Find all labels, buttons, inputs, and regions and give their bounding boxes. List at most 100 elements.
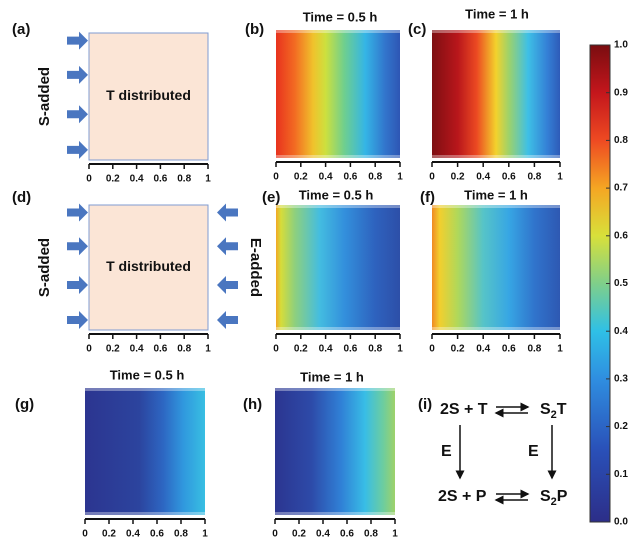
colorbar-tick-label: 1.0 [614,40,628,51]
heatmap-edge [432,327,560,330]
x-tick-label: 1 [205,344,211,355]
catalyst: E [528,443,539,460]
heatmap [85,388,205,515]
flow-arrow [67,237,88,256]
heatmap-edge [276,30,400,33]
x-tick-label: 0 [429,172,435,183]
colorbar-tick-label: 0.7 [614,183,628,194]
species-base: S [540,401,551,418]
x-tick-label: 0.6 [502,344,516,355]
species: S2T [540,401,567,421]
flow-arrow [217,311,238,329]
flow-arrow [67,140,88,159]
x-tick-label: 0.4 [476,344,490,355]
heatmap-edge [432,155,560,158]
heatmap [432,30,560,158]
domain-box [88,204,209,331]
x-tick-label: 1 [392,529,398,540]
x-tick-label: 0.2 [106,174,120,185]
heatmap-edge [276,205,400,208]
colorbar-tick-label: 0.5 [614,278,628,289]
x-tick-label: 0 [86,174,92,185]
x-tick-label: 0.8 [368,344,382,355]
x-tick-label: 0.4 [130,174,144,185]
heatmap-edge [276,327,400,330]
panel-label: (d) [12,189,31,206]
heatmap-edge [276,155,400,158]
panel-title: Time = 1 h [465,6,529,21]
panel-label: (f) [420,189,435,206]
panel-label: (e) [262,189,280,206]
x-tick-label: 0.4 [130,344,144,355]
flow-arrow [217,237,238,256]
x-tick-label: 0 [272,529,278,540]
species-rest: P [557,488,568,505]
x-tick-label: 1 [205,174,211,185]
x-tick-label: 1 [557,344,563,355]
colorbar-tick-label: 0.4 [614,326,628,337]
panel-title: Time = 1 h [300,369,364,384]
heatmap [276,205,400,330]
colorbar-tick-label: 0.0 [614,517,628,528]
species-base: S [540,488,551,505]
side-label: S-added [36,238,53,297]
flow-arrow [67,203,88,222]
heatmap [432,205,560,330]
heatmap [276,30,400,158]
colorbar-tick-label: 0.2 [614,421,628,432]
panel-label: (g) [15,396,34,413]
side-label: E-added [247,238,264,297]
x-tick-label: 0.6 [502,172,516,183]
panel-label: (c) [408,21,426,38]
x-tick-label: 0.8 [368,172,382,183]
x-tick-label: 0.4 [319,172,333,183]
box-text: T distributed [106,87,191,103]
colorbar-tick-label: 0.3 [614,374,628,385]
box-text: T distributed [106,258,191,274]
x-tick-label: 0.8 [177,174,191,185]
species-sub: 2 [551,409,557,421]
flow-arrow [67,65,88,84]
x-tick-label: 0 [82,529,88,540]
x-tick-label: 0 [86,344,92,355]
panel-label: (h) [243,396,262,413]
x-tick-label: 0.2 [292,529,306,540]
colorbar-tick-label: 0.1 [614,469,628,480]
x-tick-label: 0.6 [340,529,354,540]
panel-label: (b) [245,21,264,38]
x-tick-label: 0.6 [153,344,167,355]
heatmap-edge [275,512,395,515]
x-tick-label: 1 [397,172,403,183]
heatmap-edge [85,512,205,515]
x-tick-label: 0.6 [343,344,357,355]
catalyst: E [441,443,452,460]
x-tick-label: 0.6 [150,529,164,540]
x-tick-label: 0.8 [177,344,191,355]
panel-label: (i) [418,396,432,413]
species: 2S + T [440,401,488,418]
species: 2S + P [438,488,487,505]
colorbar-tick-label: 0.9 [614,87,628,98]
flow-arrow [67,31,88,50]
species-sub: 2 [551,496,557,508]
x-tick-label: 0 [429,344,435,355]
panel-title: Time = 1 h [464,187,528,202]
x-tick-label: 0.8 [364,529,378,540]
x-tick-label: 0.4 [126,529,140,540]
flow-arrow [217,276,238,294]
x-tick-label: 0.2 [294,344,308,355]
x-tick-label: 0.4 [476,172,490,183]
x-tick-label: 0 [273,344,279,355]
species-rest: T [557,401,567,418]
x-tick-label: 0.6 [153,174,167,185]
panel-title: Time = 0.5 h [303,9,378,24]
flow-arrow [67,311,88,329]
x-tick-label: 0.4 [319,344,333,355]
x-tick-label: 0.8 [527,172,541,183]
heatmap-edge [432,205,560,208]
domain-box [88,32,209,161]
x-tick-label: 0.2 [102,529,116,540]
x-tick-label: 1 [557,172,563,183]
flow-arrow [217,203,238,222]
